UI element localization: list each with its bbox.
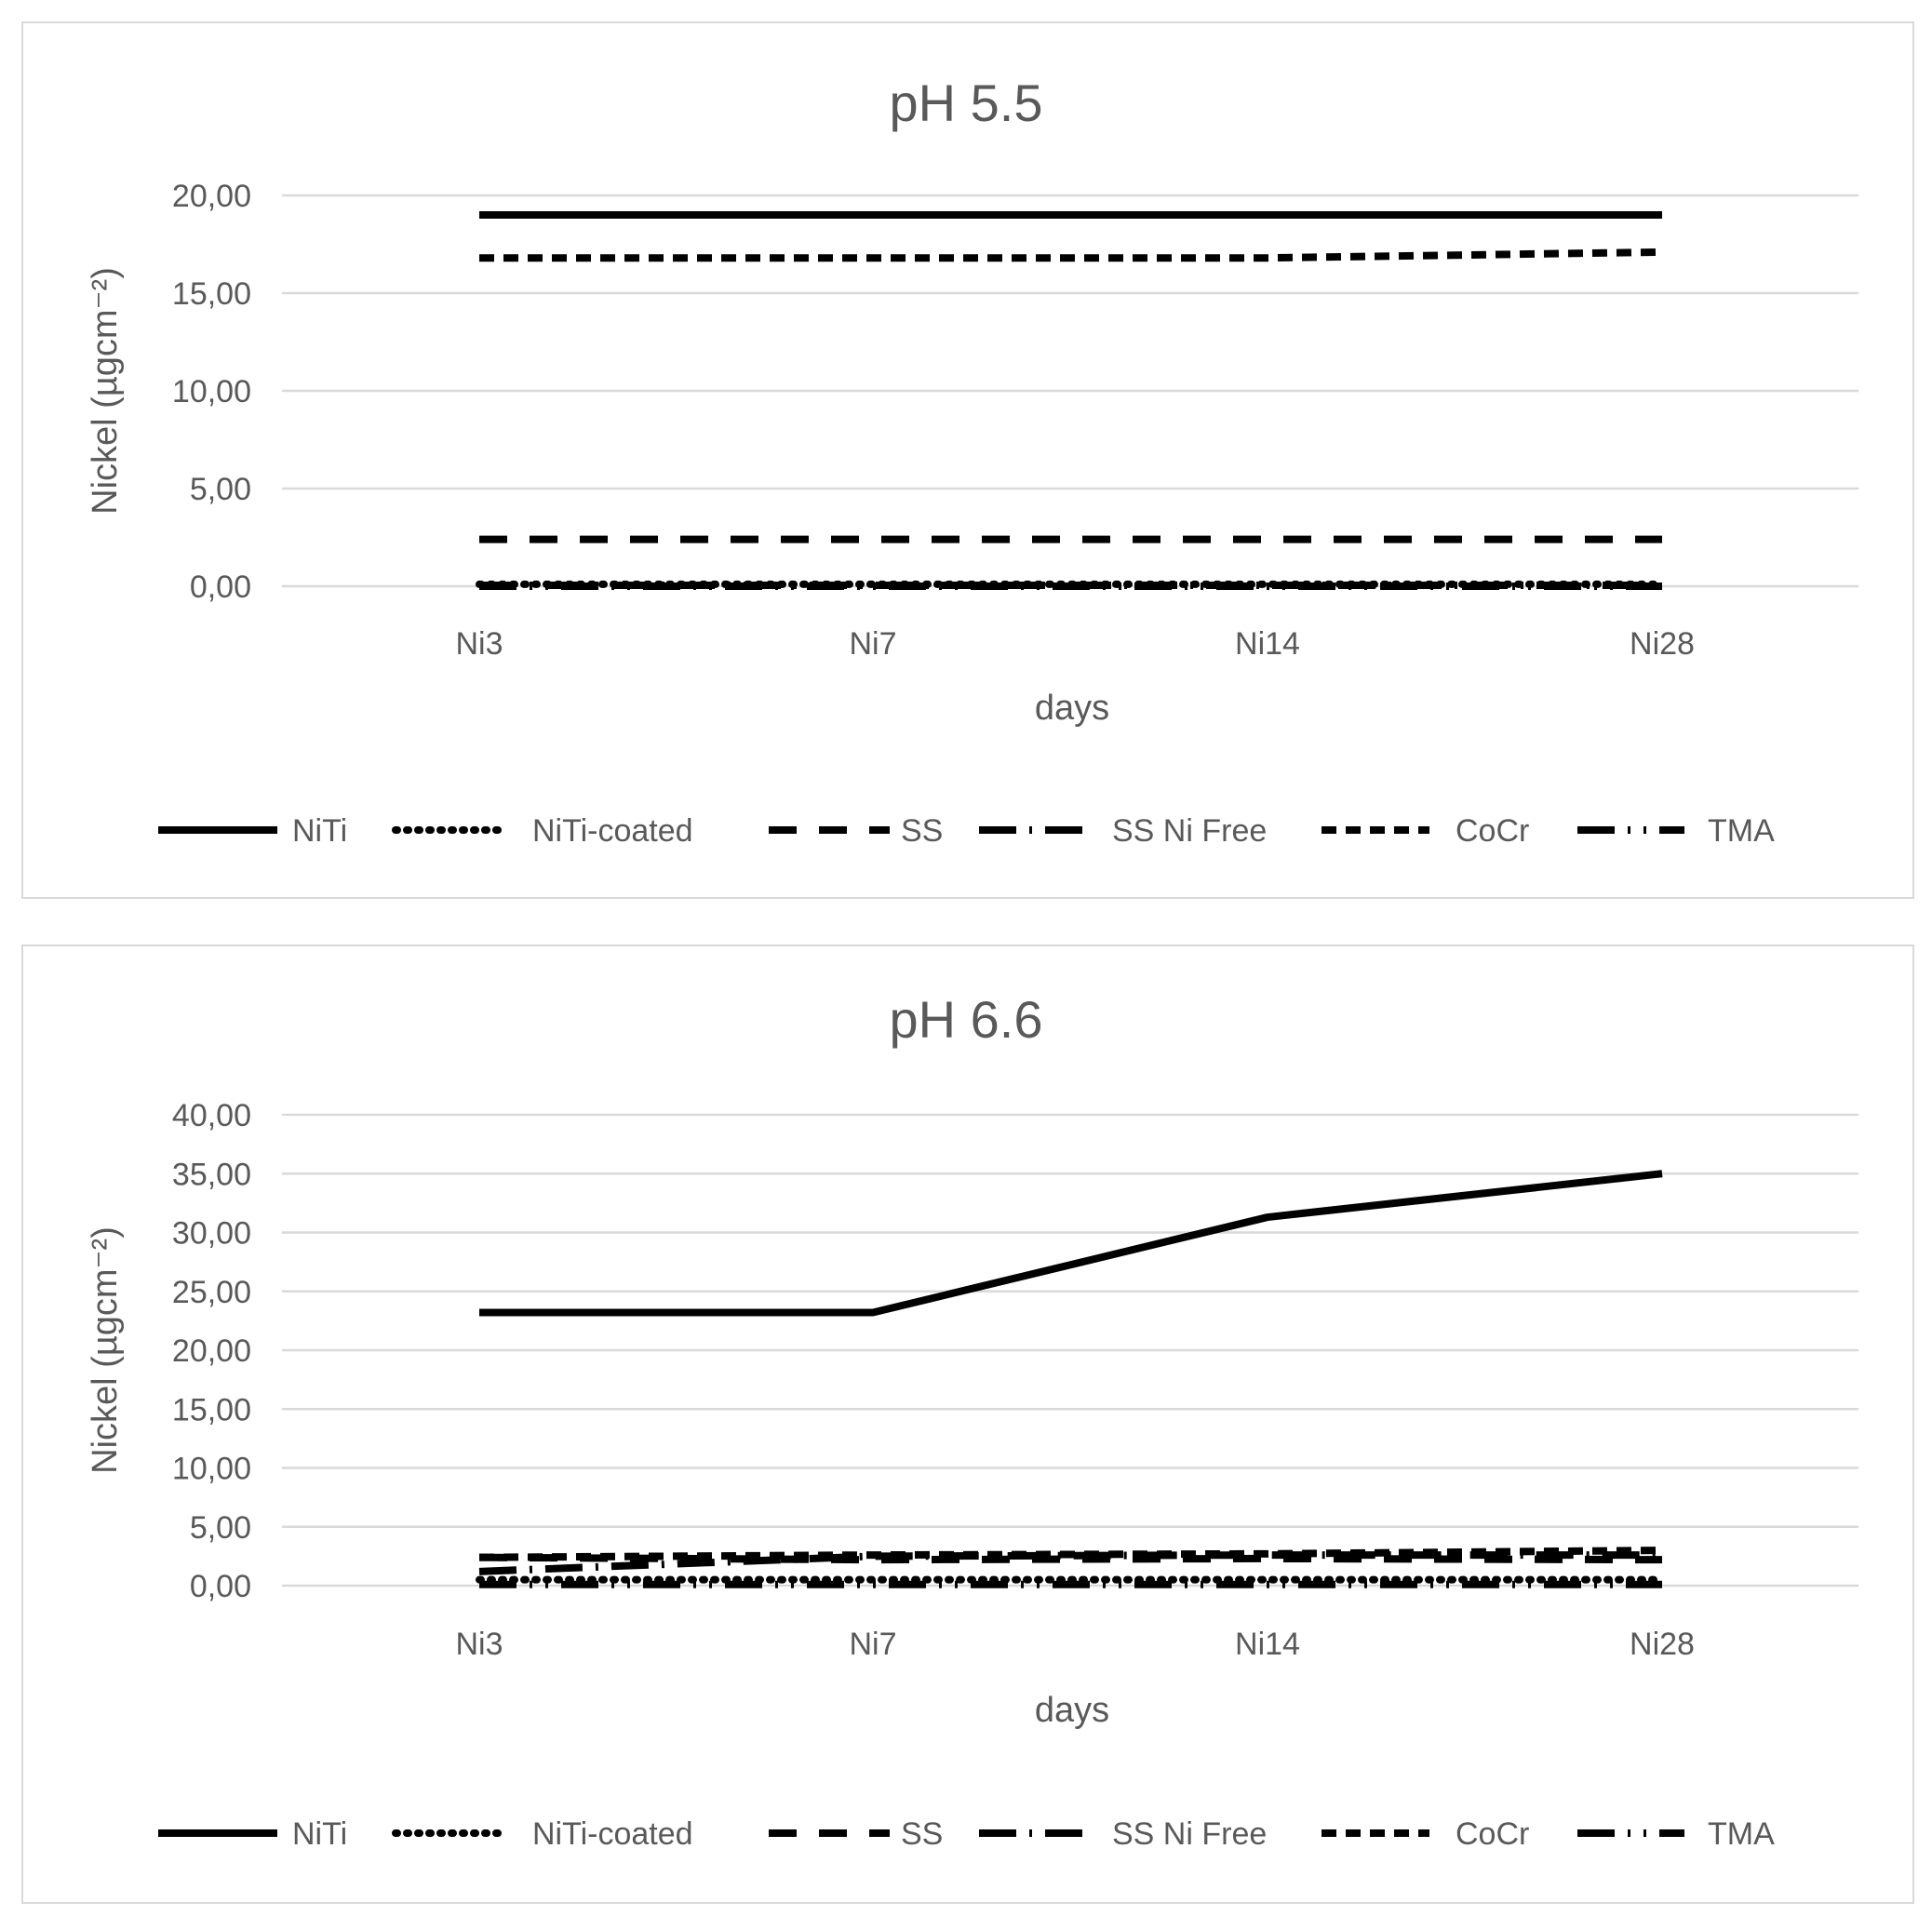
y-tick-label: 10,00 bbox=[172, 1452, 251, 1487]
legend-label: TMA bbox=[1708, 813, 1775, 849]
y-tick-label: 5,00 bbox=[190, 1510, 251, 1546]
legend-label: SS Ni Free bbox=[1112, 1816, 1267, 1852]
y-tick-label: 0,00 bbox=[190, 569, 251, 605]
x-tick-label: Ni7 bbox=[849, 1627, 896, 1662]
y-tick-label: 25,00 bbox=[172, 1275, 251, 1310]
x-tick-label: Ni14 bbox=[1235, 1627, 1300, 1662]
series-line-cocr bbox=[478, 1547, 1663, 1561]
y-tick-label: 5,00 bbox=[190, 472, 251, 507]
legend-label: NiTi-coated bbox=[532, 1816, 693, 1852]
x-tick-label: Ni3 bbox=[455, 626, 503, 662]
y-tick-label: 0,00 bbox=[190, 1569, 251, 1604]
chart-title: pH 5.5 bbox=[890, 74, 1043, 132]
y-tick-label: 35,00 bbox=[172, 1157, 251, 1192]
chart-area bbox=[21, 944, 1914, 1904]
chart-ph-6-6: pH 6.6 0,00 5,00 10,00 15,00 20,00 25,00 30,00 3… bbox=[21, 944, 1914, 1904]
x-tick-label: Ni7 bbox=[849, 626, 896, 662]
chart-area bbox=[21, 21, 1914, 899]
y-tick-label: 15,00 bbox=[172, 276, 251, 312]
x-tick-label: Ni28 bbox=[1630, 626, 1695, 662]
y-tick-label: 15,00 bbox=[172, 1392, 251, 1427]
chart-ph-5-5: pH 5.5 0,00 5,00 10,00 15,00 20,00 Ni3 Ni7 Ni14 N… bbox=[21, 21, 1914, 899]
y-tick-label: 30,00 bbox=[172, 1216, 251, 1252]
x-tick-label: Ni14 bbox=[1235, 626, 1300, 662]
x-tick-label: Ni28 bbox=[1630, 1627, 1695, 1662]
legend-label: NiTi bbox=[292, 1816, 347, 1852]
x-axis-title: days bbox=[1035, 689, 1109, 728]
y-tick-label: 20,00 bbox=[172, 1333, 251, 1369]
legend-label: CoCr bbox=[1456, 1816, 1529, 1852]
chart-title: pH 6.6 bbox=[890, 990, 1043, 1049]
y-axis-title: Nickel (µgcm⁻²) bbox=[86, 1226, 125, 1474]
y-axis-title: Nickel (µgcm⁻²) bbox=[86, 267, 125, 515]
legend-label: SS bbox=[901, 813, 943, 849]
legend-label: SS bbox=[901, 1816, 943, 1852]
legend-label: SS Ni Free bbox=[1112, 813, 1267, 849]
x-axis-title: days bbox=[1035, 1691, 1109, 1730]
y-tick-label: 10,00 bbox=[172, 374, 251, 409]
legend-label: NiTi bbox=[292, 813, 347, 849]
x-tick-label: Ni3 bbox=[455, 1627, 503, 1662]
y-tick-label: 40,00 bbox=[172, 1098, 251, 1133]
series-line-niti bbox=[479, 1170, 1663, 1317]
legend-label: TMA bbox=[1708, 1816, 1775, 1852]
y-tick-label: 20,00 bbox=[172, 179, 251, 214]
series-line-cocr bbox=[479, 248, 1663, 262]
legend-label: NiTi-coated bbox=[532, 813, 693, 849]
legend-label: CoCr bbox=[1456, 813, 1529, 849]
